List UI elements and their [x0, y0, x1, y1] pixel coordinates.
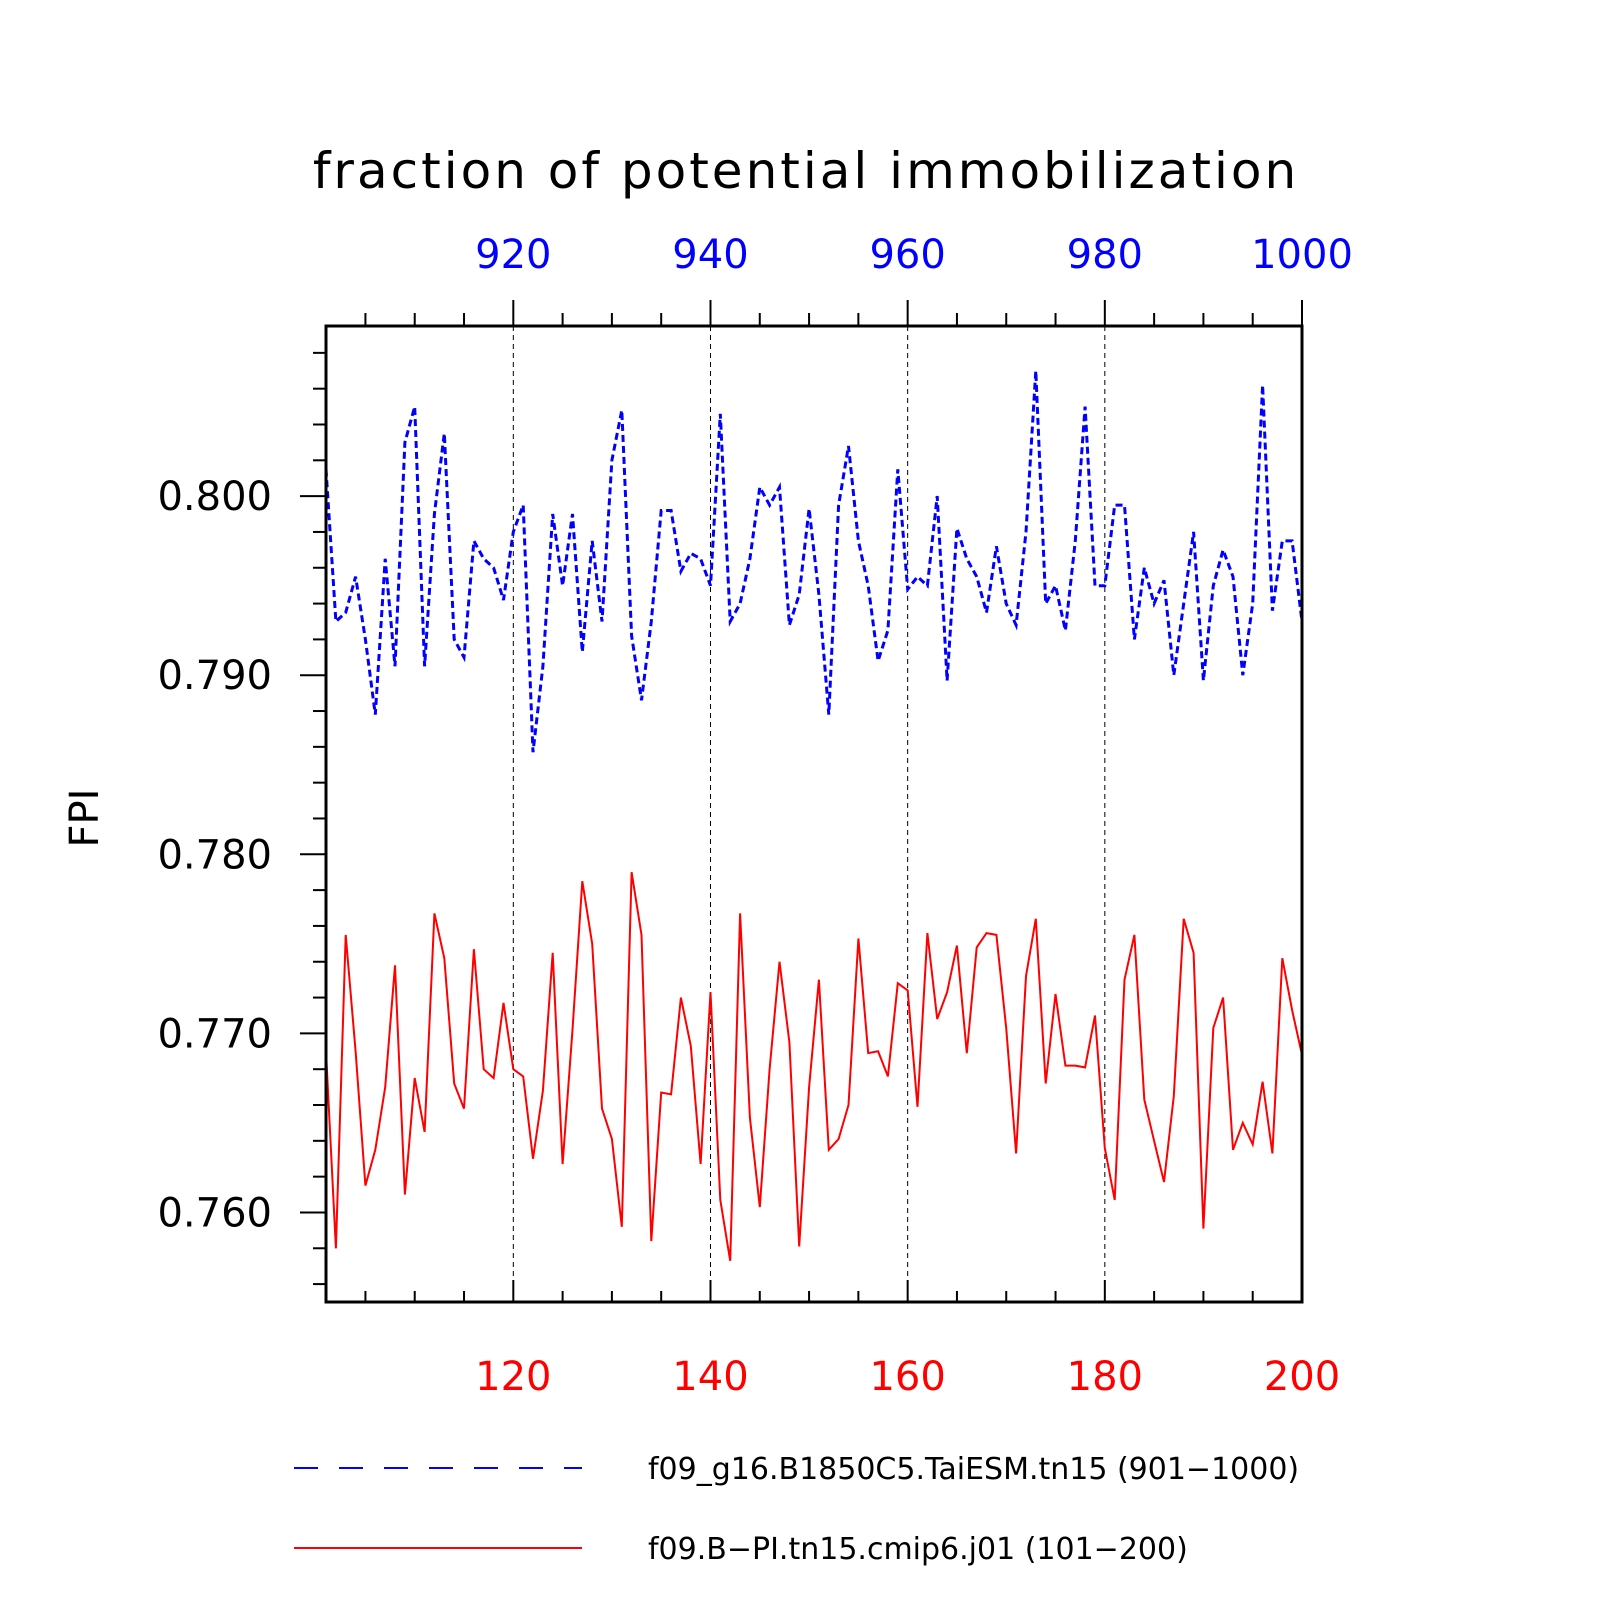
legend: f09_g16.B1850C5.TaiESM.tn15 (901−1000) f0…	[294, 1452, 1299, 1567]
axis-ticks	[300, 300, 1303, 1302]
bottom-x-tick-label: 200	[1264, 1354, 1340, 1400]
y-tick-label: 0.800	[157, 474, 272, 520]
y-tick-label: 0.760	[157, 1190, 272, 1236]
y-tick-label: 0.770	[157, 1011, 272, 1057]
top-x-tick-label: 960	[869, 232, 945, 278]
x-gridlines	[512, 326, 1106, 1302]
y-tick-label: 0.790	[157, 653, 272, 699]
bottom-x-tick-label: 180	[1067, 1354, 1143, 1400]
bottom-x-tick-label: 140	[672, 1354, 748, 1400]
top-x-tick-label: 940	[672, 232, 748, 278]
red-series-line	[325, 872, 1303, 1261]
top-x-tick-label: 980	[1067, 232, 1143, 278]
top-x-tick-label: 1000	[1251, 232, 1353, 278]
series-lines	[324, 370, 1304, 1261]
plot-frame	[324, 324, 1304, 1304]
legend-label-2: f09.B−PI.tn15.cmip6.j01 (101−200)	[648, 1532, 1188, 1567]
y-axis-label: FPI	[62, 789, 108, 848]
top-x-tick-label: 920	[475, 232, 551, 278]
y-tick-label: 0.780	[157, 832, 272, 878]
blue-series-line	[324, 370, 1304, 753]
bottom-x-tick-label: 120	[475, 1354, 551, 1400]
chart-title: fraction of potential immobilization	[313, 142, 1299, 200]
bottom-x-tick-label: 160	[869, 1354, 945, 1400]
legend-label-1: f09_g16.B1850C5.TaiESM.tn15 (901−1000)	[648, 1452, 1299, 1487]
tick-labels: 0.760 0.770 0.780 0.790 0.800 120 140 160 180 200…	[157, 232, 1352, 1400]
